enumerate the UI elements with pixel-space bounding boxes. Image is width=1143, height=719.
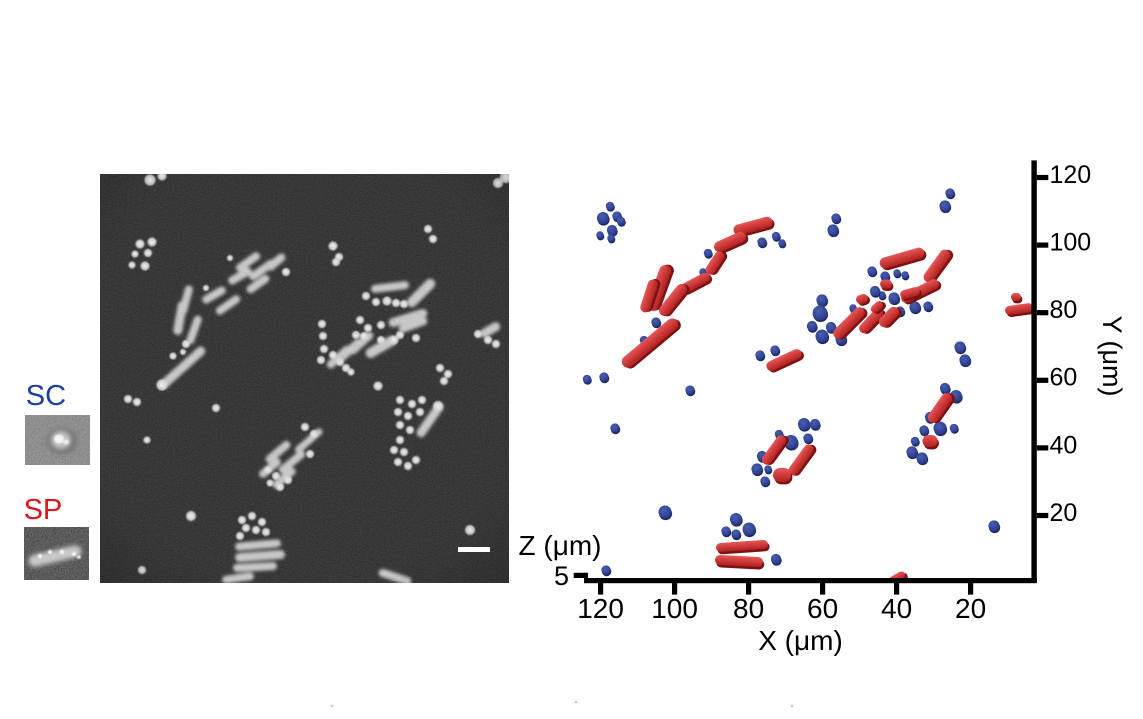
- svg-text:SC: SC: [26, 380, 66, 412]
- svg-text:60: 60: [807, 593, 838, 624]
- svg-text:100: 100: [1050, 229, 1092, 257]
- svg-text:Y (μm): Y (μm): [1097, 315, 1127, 396]
- svg-text:X (μm): X (μm): [758, 625, 843, 656]
- svg-text:5: 5: [554, 561, 569, 591]
- svg-text:80: 80: [1050, 296, 1078, 324]
- svg-text:80: 80: [733, 593, 764, 624]
- svg-text:120: 120: [577, 593, 624, 624]
- svg-text:Z (μm): Z (μm): [519, 530, 602, 561]
- svg-text:20: 20: [955, 593, 986, 624]
- svg-text:SP: SP: [24, 494, 63, 526]
- svg-text:60: 60: [1050, 364, 1078, 392]
- svg-text:100: 100: [651, 593, 698, 624]
- svg-text:120: 120: [1050, 161, 1092, 189]
- svg-text:40: 40: [881, 593, 912, 624]
- svg-text:40: 40: [1050, 431, 1078, 459]
- svg-text:20: 20: [1050, 499, 1078, 527]
